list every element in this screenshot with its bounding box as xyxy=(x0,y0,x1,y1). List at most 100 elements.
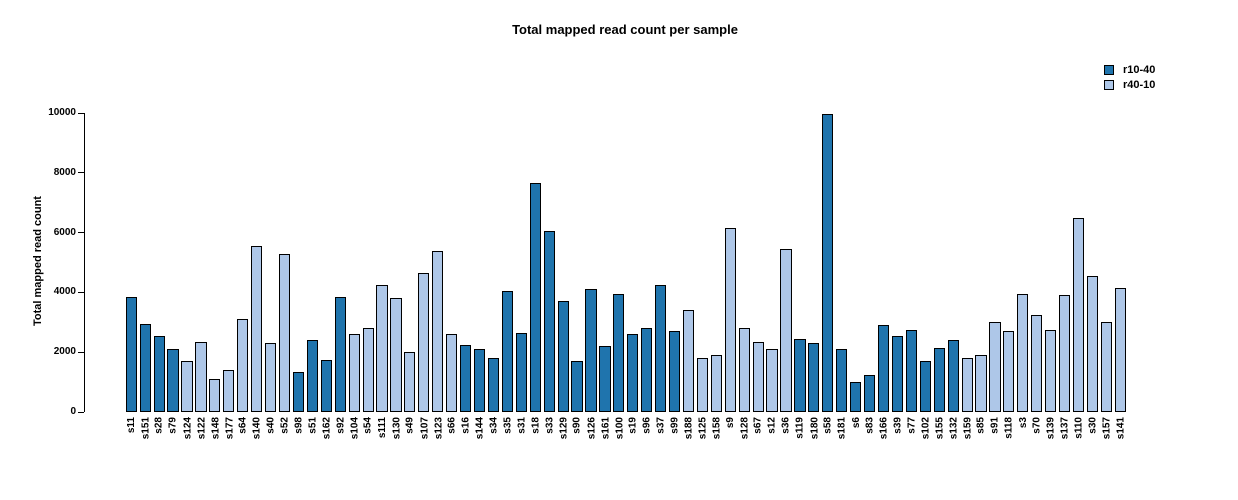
bar xyxy=(571,361,583,412)
bar xyxy=(446,334,458,412)
bar xyxy=(724,228,736,412)
bar xyxy=(682,310,695,412)
bar xyxy=(1031,314,1043,412)
legend-item: r40-10 xyxy=(1104,79,1155,91)
bar xyxy=(961,358,973,412)
x-tick-label: s11 xyxy=(126,417,138,434)
x-tick-label: s67 xyxy=(753,417,765,434)
bar xyxy=(320,359,332,412)
bar xyxy=(334,296,346,412)
bar xyxy=(1086,275,1099,412)
bar xyxy=(822,114,834,412)
bar xyxy=(808,343,820,412)
bar xyxy=(390,298,402,412)
x-tick-label: s31 xyxy=(516,417,528,434)
bar xyxy=(627,334,639,412)
x-tick-label: s39 xyxy=(892,417,904,434)
x-tick-label: s148 xyxy=(209,417,221,440)
x-tick-label: s9 xyxy=(725,417,737,429)
x-tick-label: s33 xyxy=(544,417,556,434)
legend-swatch-r40-10 xyxy=(1104,80,1114,90)
x-tick-label: s151 xyxy=(140,417,152,440)
x-tick-label: s37 xyxy=(655,417,667,434)
bar xyxy=(237,319,249,412)
bar xyxy=(766,349,778,412)
bar xyxy=(836,349,848,412)
bar xyxy=(153,335,165,412)
x-tick-label: s161 xyxy=(599,417,611,440)
x-tick-label: s124 xyxy=(182,417,194,440)
y-tick-mark xyxy=(78,112,84,114)
x-tick-label: s125 xyxy=(697,417,709,440)
bar xyxy=(919,361,931,412)
x-tick-label: s12 xyxy=(767,417,779,434)
bar xyxy=(292,371,305,412)
bar xyxy=(752,341,764,412)
bar xyxy=(863,374,876,412)
bar xyxy=(515,332,527,412)
x-tick-label: s16 xyxy=(460,417,472,434)
x-tick-label: s128 xyxy=(739,417,751,440)
x-tick-label: s118 xyxy=(1003,417,1015,439)
x-tick-label: s107 xyxy=(418,417,430,440)
bar xyxy=(738,328,750,412)
x-tick-label: s144 xyxy=(474,417,486,440)
bar xyxy=(167,349,179,412)
bar xyxy=(251,246,263,412)
bar xyxy=(278,253,291,412)
bar xyxy=(265,343,277,412)
y-axis-line xyxy=(84,113,85,412)
y-tick-label: 4000 xyxy=(53,286,76,298)
bar xyxy=(460,344,472,412)
x-tick-label: s36 xyxy=(781,417,793,434)
bar xyxy=(585,289,597,412)
bar xyxy=(125,296,137,412)
bar xyxy=(710,355,722,412)
x-tick-label: s122 xyxy=(195,417,207,440)
x-tick-label: s102 xyxy=(920,417,932,440)
bar xyxy=(487,358,500,412)
legend-label: r40-10 xyxy=(1123,79,1156,91)
y-tick-label: 0 xyxy=(70,406,76,417)
x-tick-label: s100 xyxy=(613,417,625,440)
bar xyxy=(181,361,193,412)
x-tick-label: s54 xyxy=(363,417,375,434)
x-tick-label: s123 xyxy=(432,417,444,440)
bar xyxy=(404,352,416,412)
x-tick-label: s90 xyxy=(572,417,584,434)
x-tick-label: s66 xyxy=(446,417,458,434)
x-tick-label: s155 xyxy=(934,417,946,440)
x-tick-label: s91 xyxy=(989,417,1001,434)
y-tick-mark xyxy=(78,411,84,413)
chart-title: Total mapped read count per sample xyxy=(512,22,738,37)
x-tick-label: s58 xyxy=(822,417,834,434)
x-tick-label: s158 xyxy=(711,417,723,440)
y-tick-label: 8000 xyxy=(53,166,76,178)
y-tick-label: 6000 xyxy=(53,226,76,238)
x-tick-label: s70 xyxy=(1031,417,1043,434)
bar xyxy=(780,249,792,412)
bar xyxy=(641,328,653,412)
x-tick-label: s141 xyxy=(1115,417,1127,440)
legend-swatch-r10-40 xyxy=(1104,65,1114,75)
bar xyxy=(139,323,151,412)
x-tick-label: s130 xyxy=(390,417,402,440)
bar xyxy=(1045,329,1057,412)
bar xyxy=(599,346,611,412)
x-tick-label: s180 xyxy=(808,417,820,440)
bar xyxy=(348,334,360,412)
x-tick-label: s126 xyxy=(586,417,597,440)
bar xyxy=(1059,295,1071,412)
bar xyxy=(501,290,513,412)
bar xyxy=(891,335,904,412)
x-tick-label: s157 xyxy=(1101,417,1113,440)
x-tick-label: s52 xyxy=(279,417,291,434)
bar xyxy=(195,341,207,412)
y-tick-mark xyxy=(78,172,84,174)
bar xyxy=(989,322,1001,412)
x-tick-label: s110 xyxy=(1073,417,1085,439)
x-tick-label: s19 xyxy=(627,417,639,434)
x-tick-label: s159 xyxy=(962,417,974,440)
x-tick-label: s98 xyxy=(293,417,305,434)
y-axis-title: Total mapped read count xyxy=(32,196,44,326)
